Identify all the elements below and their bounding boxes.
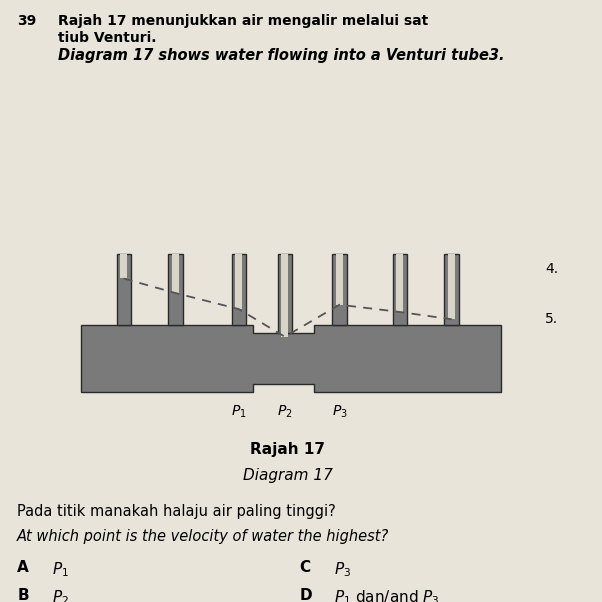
Polygon shape bbox=[81, 325, 501, 392]
Text: Rajah 17 menunjukkan air mengalir melalui sat: Rajah 17 menunjukkan air mengalir melalu… bbox=[58, 14, 428, 28]
Text: $P_3$: $P_3$ bbox=[332, 403, 347, 420]
Text: $P_1$ dan/and $P_3$: $P_1$ dan/and $P_3$ bbox=[334, 588, 439, 602]
Text: $P_3$: $P_3$ bbox=[334, 560, 351, 579]
Text: $P_1$: $P_1$ bbox=[52, 560, 69, 579]
Text: 5.: 5. bbox=[545, 312, 558, 326]
Bar bbox=[120, 253, 127, 279]
Text: $P_2$: $P_2$ bbox=[277, 403, 293, 420]
Bar bbox=[444, 253, 459, 325]
Text: Pada titik manakah halaju air paling tinggi?: Pada titik manakah halaju air paling tin… bbox=[17, 504, 336, 519]
Bar bbox=[172, 253, 179, 293]
Bar bbox=[278, 253, 292, 334]
Text: 39: 39 bbox=[17, 14, 37, 28]
Bar bbox=[232, 253, 246, 325]
Bar bbox=[336, 253, 343, 305]
Text: 4.: 4. bbox=[545, 262, 558, 276]
Bar bbox=[397, 253, 403, 312]
Text: B: B bbox=[17, 588, 29, 602]
Text: $P_2$: $P_2$ bbox=[52, 588, 69, 602]
Bar bbox=[169, 253, 182, 325]
Text: $P_1$: $P_1$ bbox=[231, 403, 247, 420]
Bar bbox=[117, 253, 131, 325]
Text: C: C bbox=[299, 560, 310, 575]
Bar bbox=[281, 253, 288, 337]
Text: Diagram 17: Diagram 17 bbox=[243, 468, 333, 483]
Text: A: A bbox=[17, 560, 29, 575]
Text: tiub Venturi.: tiub Venturi. bbox=[58, 31, 156, 45]
Text: D: D bbox=[299, 588, 312, 602]
Bar bbox=[235, 253, 242, 309]
Text: Rajah 17: Rajah 17 bbox=[250, 442, 325, 458]
Text: Diagram 17 shows water flowing into a Venturi tube3.: Diagram 17 shows water flowing into a Ve… bbox=[58, 48, 504, 63]
Text: At which point is the velocity of water the highest?: At which point is the velocity of water … bbox=[17, 529, 389, 544]
Bar bbox=[332, 253, 347, 325]
Bar bbox=[448, 253, 455, 319]
Bar bbox=[393, 253, 407, 325]
